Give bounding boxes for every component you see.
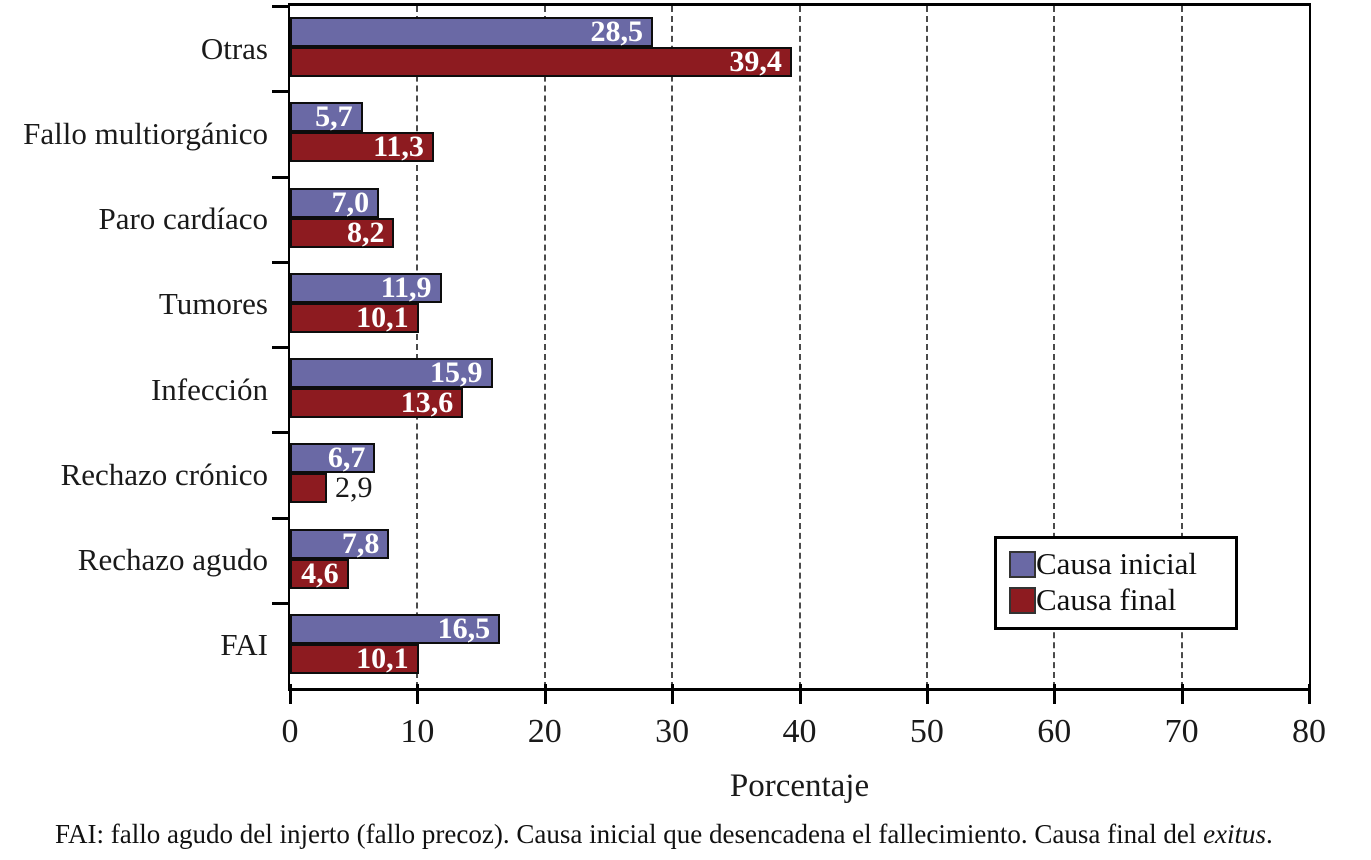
- gridline: [925, 6, 928, 688]
- bar-causa-inicial: 5,7: [290, 100, 363, 134]
- gridline: [798, 6, 801, 688]
- legend-label: Causa final: [1036, 582, 1177, 617]
- bar-value-label: 11,9: [380, 270, 432, 304]
- legend-swatch-causa-inicial-icon: [1009, 550, 1036, 578]
- x-axis-tick-label: 0: [281, 713, 299, 750]
- legend-label: Causa inicial: [1036, 546, 1197, 581]
- bar-causa-inicial: 28,5: [290, 15, 654, 48]
- bar-causa-final: 13,6: [290, 386, 464, 419]
- footnote-italic-term: exitus: [1203, 819, 1267, 849]
- footnote-suffix: .: [1266, 819, 1273, 849]
- footnote: FAI: fallo agudo del injerto (fallo prec…: [55, 819, 1371, 850]
- bar-value-label: 7,8: [341, 526, 380, 560]
- gridline: [543, 6, 546, 688]
- legend: Causa inicial Causa final: [994, 536, 1238, 630]
- bar-causa-final: 10,1: [290, 641, 419, 675]
- category-label: Otras: [200, 30, 268, 66]
- x-axis-tick: [925, 684, 929, 704]
- y-axis-tick: [272, 175, 288, 179]
- x-axis-tick: [798, 684, 802, 704]
- gridline: [671, 6, 674, 688]
- x-axis-title: Porcentaje: [729, 768, 870, 804]
- bar-causa-inicial: 16,5: [290, 611, 501, 645]
- bar-value-label: 2,9: [334, 471, 373, 505]
- x-axis-tick-label: 10: [400, 713, 435, 750]
- category-label: Rechazo crónico: [60, 456, 268, 492]
- legend-swatch-causa-final-icon: [1009, 586, 1036, 614]
- x-axis-tick: [1053, 684, 1057, 704]
- gridline: [1053, 6, 1056, 688]
- x-axis-tick-label: 30: [655, 713, 690, 750]
- bar-value-label: 11,3: [373, 130, 424, 164]
- y-axis-tick: [272, 346, 288, 349]
- legend-item-causa-final: Causa final: [1009, 582, 1227, 618]
- x-axis-tick-label: 40: [782, 713, 817, 750]
- bar-causa-final: 8,2: [290, 215, 395, 249]
- bar-causa-inicial: 7,8: [290, 526, 390, 560]
- bar-value-label: 16,5: [437, 611, 491, 645]
- x-axis-tick: [289, 684, 292, 704]
- x-axis-tick: [416, 684, 420, 704]
- plot-area: 28,5 39,4 5,7 11,3 7,0 8,2 11,9 10,1 15,9 13,6 6,7…: [288, 3, 1311, 691]
- bar-value-label: 10,1: [356, 300, 409, 334]
- bar-causa-final: [290, 473, 327, 504]
- y-axis-tick: [272, 431, 288, 435]
- x-axis-tick: [543, 684, 547, 704]
- bar-causa-inicial: 6,7: [290, 441, 376, 475]
- bar-value-label: 39,4: [729, 45, 782, 78]
- category-label: Infección: [150, 371, 268, 407]
- category-label: FAI: [220, 627, 268, 663]
- x-axis-tick: [1308, 684, 1311, 704]
- x-axis-tick-label: 70: [1164, 713, 1199, 750]
- y-axis-tick: [272, 90, 288, 94]
- category-label: Tumores: [158, 286, 268, 322]
- x-axis-tick: [671, 684, 675, 704]
- x-axis-tick-label: 20: [527, 713, 562, 750]
- bar-value-label: 8,2: [346, 215, 385, 249]
- category-label: Paro cardíaco: [98, 201, 268, 237]
- bar-value-label: 7,0: [331, 185, 370, 219]
- bar-value-label: 4,6: [301, 556, 339, 590]
- x-axis-tick-label: 60: [1037, 713, 1072, 750]
- y-axis-tick: [272, 260, 288, 264]
- bar-value-label: 15,9: [430, 356, 483, 389]
- bar-causa-inicial: 11,9: [290, 270, 442, 304]
- x-axis-tick-label: 80: [1292, 713, 1326, 750]
- bar-causa-final: 10,1: [290, 300, 419, 334]
- bar-causa-final: 4,6: [290, 556, 349, 590]
- x-axis-tick: [1180, 684, 1184, 704]
- gridline: [416, 6, 419, 688]
- bar-value-label: 13,6: [400, 386, 454, 419]
- bar-causa-final: 11,3: [290, 130, 434, 164]
- bar-value-label: 10,1: [356, 641, 409, 675]
- bar-causa-final: 39,4: [290, 45, 792, 78]
- bar-value-label: 28,5: [590, 15, 644, 48]
- y-axis-tick: [272, 601, 288, 605]
- bar-causa-inicial: 15,9: [290, 356, 493, 389]
- y-axis-tick: [272, 5, 288, 8]
- x-axis-tick-label: 50: [909, 713, 944, 750]
- bar-causa-inicial: 7,0: [290, 185, 380, 219]
- category-label: Fallo multiorgánico: [23, 115, 268, 151]
- category-label: Rechazo agudo: [77, 542, 268, 578]
- bar-value-label: 5,7: [315, 100, 353, 134]
- bar-value-label: 6,7: [327, 441, 366, 475]
- gridline: [1180, 6, 1183, 688]
- footnote-text: FAI: fallo agudo del injerto (fallo prec…: [55, 819, 1204, 849]
- legend-item-causa-inicial: Causa inicial: [1009, 546, 1227, 582]
- y-axis-tick: [272, 516, 288, 520]
